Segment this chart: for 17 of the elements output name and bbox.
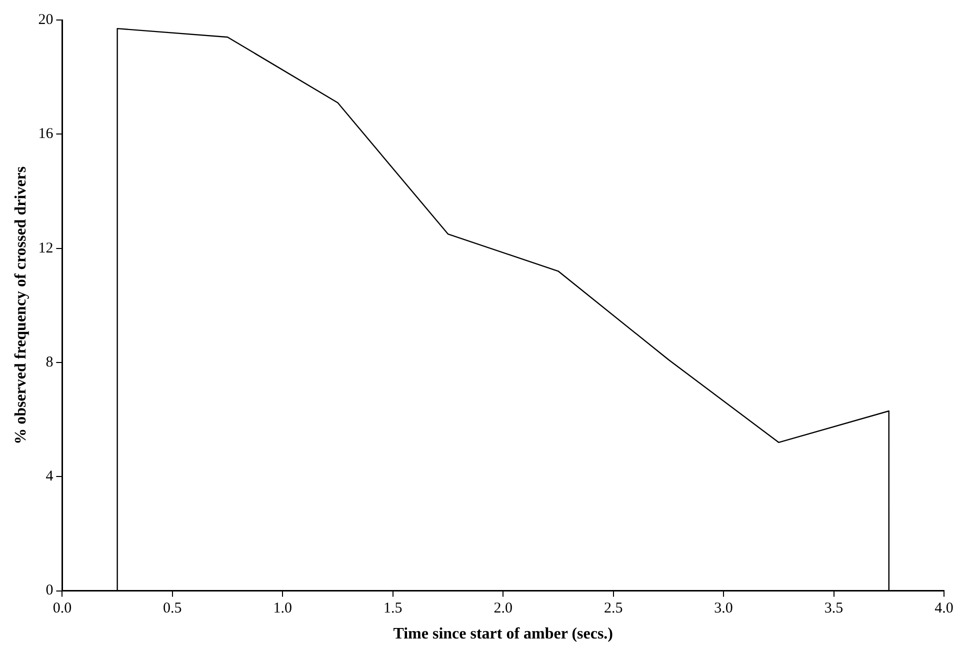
- x-tick-label: 3.0: [714, 600, 733, 617]
- y-tick-label: 16: [38, 126, 54, 142]
- x-tick-label: 0.5: [163, 600, 182, 617]
- x-tick-label: 1.0: [273, 600, 292, 617]
- y-tick-label: 20: [38, 12, 54, 28]
- y-tick-label: 12: [38, 240, 54, 256]
- y-tick-label: 4: [46, 468, 54, 485]
- x-axis-title: Time since start of amber (secs.): [393, 626, 613, 643]
- x-tick-label: 2.5: [604, 600, 623, 617]
- x-tick-label: 4.0: [934, 600, 954, 617]
- y-tick-label: 0: [46, 582, 54, 599]
- y-tick-label: 8: [46, 354, 54, 370]
- x-tick-label: 2.0: [494, 600, 512, 617]
- y-axis-title: % observed frequency of crossed drivers: [12, 166, 30, 444]
- x-tick-label: 1.5: [384, 600, 402, 617]
- x-tick-label: 3.5: [824, 600, 844, 617]
- x-tick-label: 0.0: [52, 600, 72, 617]
